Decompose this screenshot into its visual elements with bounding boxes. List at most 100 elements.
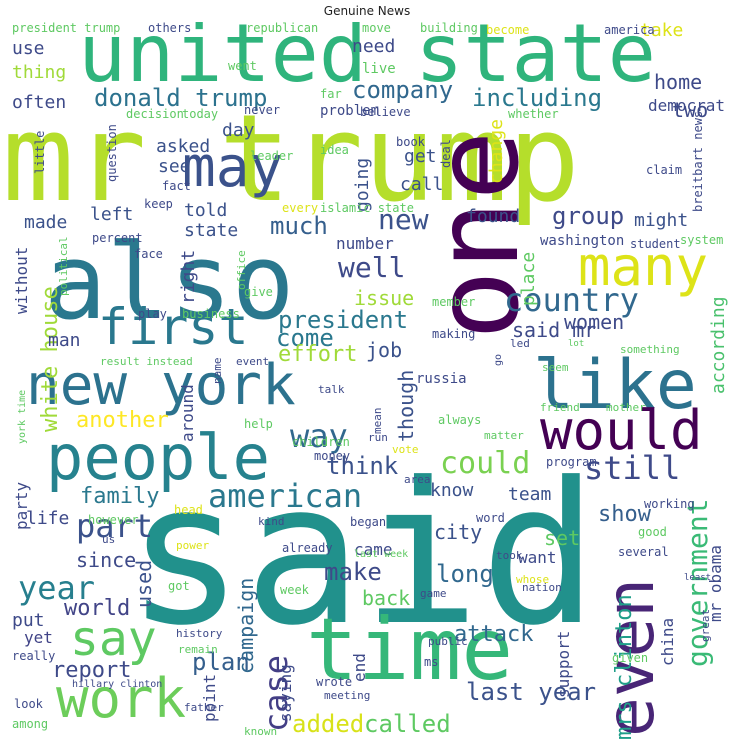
cloud-word: good bbox=[638, 525, 667, 539]
cloud-word: united state bbox=[78, 22, 656, 100]
cloud-word: thing bbox=[12, 62, 67, 83]
cloud-word: china bbox=[658, 617, 677, 666]
cloud-word: russia bbox=[416, 371, 467, 387]
cloud-word: live bbox=[362, 61, 396, 77]
cloud-word: president trump bbox=[12, 22, 121, 35]
cloud-word: given bbox=[612, 651, 649, 665]
cloud-word: say bbox=[70, 611, 157, 667]
cloud-word: area bbox=[404, 473, 431, 486]
cloud-word: would bbox=[540, 399, 703, 462]
cloud-word: found bbox=[466, 206, 521, 227]
cloud-word: left bbox=[90, 204, 134, 225]
cloud-word: around bbox=[178, 384, 197, 442]
cloud-word: state bbox=[184, 220, 239, 241]
cloud-word: many bbox=[578, 235, 709, 298]
cloud-word: play bbox=[138, 307, 167, 321]
cloud-word: back bbox=[362, 586, 411, 610]
cloud-word: place bbox=[518, 251, 539, 306]
cloud-word: ms bbox=[424, 655, 439, 669]
cloud-word: often bbox=[12, 92, 67, 113]
cloud-word: may bbox=[182, 135, 284, 200]
cloud-word: come bbox=[276, 324, 334, 352]
cloud-word: week bbox=[280, 583, 309, 597]
cloud-word: democrat bbox=[648, 96, 726, 115]
cloud-word: last year bbox=[466, 678, 597, 706]
cloud-word: history bbox=[176, 627, 223, 640]
cloud-word: american bbox=[208, 477, 363, 515]
cloud-word: issue bbox=[354, 286, 415, 310]
cloud-word: need bbox=[352, 36, 396, 57]
cloud-word: asked bbox=[156, 136, 211, 157]
cloud-word: went bbox=[228, 59, 257, 73]
cloud-word: took bbox=[496, 549, 523, 562]
cloud-word: new bbox=[378, 203, 429, 236]
cloud-word: said bbox=[126, 441, 599, 669]
cloud-word: least bbox=[684, 573, 712, 583]
cloud-word: saying bbox=[276, 664, 295, 722]
cloud-word: meeting bbox=[324, 689, 371, 702]
cloud-word: led bbox=[510, 337, 530, 350]
cloud-word: matter bbox=[484, 429, 524, 442]
cloud-word: decision bbox=[126, 107, 184, 121]
cloud-word: washington bbox=[540, 233, 625, 249]
cloud-word: whether bbox=[508, 107, 559, 121]
cloud-word: known bbox=[244, 725, 278, 738]
cloud-word: report bbox=[52, 658, 132, 683]
cloud-word: whose bbox=[516, 573, 550, 586]
cloud-word: began bbox=[350, 515, 387, 529]
cloud-word: mother bbox=[606, 401, 646, 414]
cloud-word: father bbox=[184, 701, 224, 714]
cloud-word: country bbox=[504, 281, 639, 319]
cloud-word: life bbox=[26, 508, 70, 529]
cloud-word: work bbox=[56, 667, 187, 730]
cloud-word: move bbox=[362, 22, 391, 35]
cloud-word: year bbox=[18, 569, 96, 607]
cloud-word: two bbox=[672, 98, 709, 122]
cloud-word: might bbox=[634, 210, 689, 231]
cloud-word: another bbox=[76, 408, 169, 433]
cloud-word: leader bbox=[250, 149, 294, 163]
cloud-word: result instead bbox=[100, 355, 193, 368]
cloud-word: student bbox=[630, 237, 681, 251]
cloud-word: much bbox=[270, 212, 328, 240]
cloud-word: face bbox=[134, 247, 163, 261]
cloud-word: man bbox=[48, 330, 81, 351]
word-cloud: said mr trump one united state also time… bbox=[8, 22, 728, 742]
cloud-word: including bbox=[472, 84, 603, 112]
cloud-word: president bbox=[278, 306, 409, 334]
cloud-word: believe bbox=[360, 105, 411, 119]
cloud-word: really bbox=[12, 649, 56, 663]
cloud-word: building bbox=[420, 22, 478, 35]
cloud-word: right bbox=[178, 249, 199, 304]
cloud-word: something bbox=[620, 343, 680, 356]
cloud-word: little bbox=[33, 130, 47, 174]
cloud-word: plan bbox=[192, 648, 250, 676]
cloud-word: children bbox=[292, 435, 350, 449]
cloud-word: far bbox=[320, 87, 342, 101]
cloud-word: today bbox=[182, 107, 219, 121]
cloud-word: among bbox=[12, 717, 49, 731]
cloud-word: remain bbox=[178, 643, 218, 656]
cloud-word: member bbox=[432, 295, 476, 309]
cloud-word: event bbox=[236, 355, 270, 368]
cloud-word: political bbox=[57, 236, 70, 296]
cloud-word: like bbox=[533, 346, 697, 425]
cloud-word: system bbox=[680, 233, 724, 247]
cloud-word: white house bbox=[38, 286, 63, 432]
cloud-word: money bbox=[314, 449, 351, 463]
cloud-word: still bbox=[584, 449, 681, 487]
cloud-word: great bbox=[699, 608, 712, 642]
cloud-word: home bbox=[654, 70, 703, 94]
cloud-word: way bbox=[290, 417, 348, 455]
cloud-word: yet bbox=[24, 628, 53, 647]
cloud-word: people bbox=[46, 421, 270, 494]
cloud-word: got bbox=[168, 579, 190, 593]
cloud-word: came bbox=[354, 540, 393, 559]
cloud-word: breitbart news bbox=[691, 110, 705, 212]
cloud-word: claim bbox=[646, 163, 683, 177]
cloud-word: seem bbox=[542, 361, 569, 374]
cloud-word: look bbox=[14, 697, 43, 711]
cloud-word: nation bbox=[522, 581, 562, 594]
cloud-word: since bbox=[76, 548, 137, 572]
cloud-word: made bbox=[24, 212, 68, 233]
